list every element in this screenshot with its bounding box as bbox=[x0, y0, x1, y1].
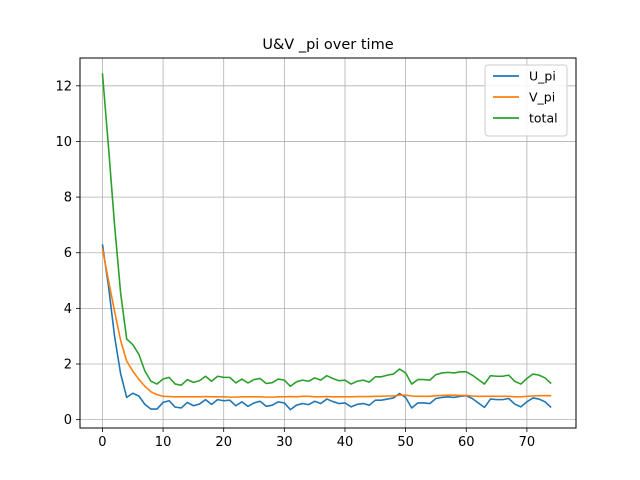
y-tick-label: 8 bbox=[64, 191, 72, 206]
chart-title: U&V _pi over time bbox=[262, 37, 393, 53]
y-tick-label: 2 bbox=[64, 358, 72, 373]
plot-frame bbox=[79, 57, 577, 429]
x-tick-label: 40 bbox=[337, 435, 354, 450]
x-tick-label: 20 bbox=[215, 435, 232, 450]
x-tick-label: 10 bbox=[155, 435, 172, 450]
x-tick-label: 70 bbox=[519, 435, 536, 450]
series-line-v-pi bbox=[101, 248, 552, 398]
x-tick-label: 50 bbox=[397, 435, 414, 450]
x-tick-label: 30 bbox=[276, 435, 293, 450]
legend-label-u-pi: U_pi bbox=[529, 69, 556, 84]
y-tick-label: 6 bbox=[64, 246, 72, 261]
x-tick-label: 0 bbox=[98, 435, 106, 450]
y-tick-label: 4 bbox=[64, 302, 72, 317]
y-tick-label: 10 bbox=[55, 135, 72, 150]
series-line-total bbox=[101, 73, 552, 388]
legend-label-total: total bbox=[529, 111, 558, 126]
y-tick-label: 0 bbox=[64, 413, 72, 428]
x-tick-label: 60 bbox=[458, 435, 475, 450]
plot-lines bbox=[101, 73, 552, 411]
y-tick-label: 12 bbox=[55, 79, 72, 94]
legend-label-v-pi: V_pi bbox=[529, 90, 555, 105]
series-line-u-pi bbox=[101, 244, 552, 411]
axes: 0 10 20 30 40 50 60 70 0 2 4 6 8 10 12 bbox=[55, 79, 535, 450]
